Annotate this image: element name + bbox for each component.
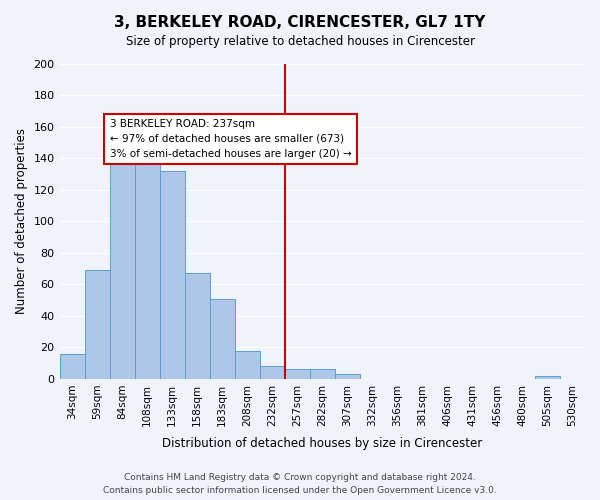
Bar xyxy=(535,376,560,379)
Bar xyxy=(110,127,134,379)
Bar xyxy=(134,122,160,379)
Bar xyxy=(85,270,110,379)
Bar xyxy=(235,350,260,379)
Bar xyxy=(59,354,85,379)
Text: 3, BERKELEY ROAD, CIRENCESTER, GL7 1TY: 3, BERKELEY ROAD, CIRENCESTER, GL7 1TY xyxy=(115,15,485,30)
Text: 3 BERKELEY ROAD: 237sqm
← 97% of detached houses are smaller (673)
3% of semi-de: 3 BERKELEY ROAD: 237sqm ← 97% of detache… xyxy=(110,119,352,158)
Bar xyxy=(260,366,285,379)
X-axis label: Distribution of detached houses by size in Cirencester: Distribution of detached houses by size … xyxy=(162,437,482,450)
Bar xyxy=(209,298,235,379)
Bar xyxy=(285,370,310,379)
Y-axis label: Number of detached properties: Number of detached properties xyxy=(15,128,28,314)
Text: Contains HM Land Registry data © Crown copyright and database right 2024.
Contai: Contains HM Land Registry data © Crown c… xyxy=(103,474,497,495)
Bar xyxy=(185,274,209,379)
Bar xyxy=(160,171,185,379)
Bar xyxy=(335,374,360,379)
Bar xyxy=(310,370,335,379)
Text: Size of property relative to detached houses in Cirencester: Size of property relative to detached ho… xyxy=(125,35,475,48)
